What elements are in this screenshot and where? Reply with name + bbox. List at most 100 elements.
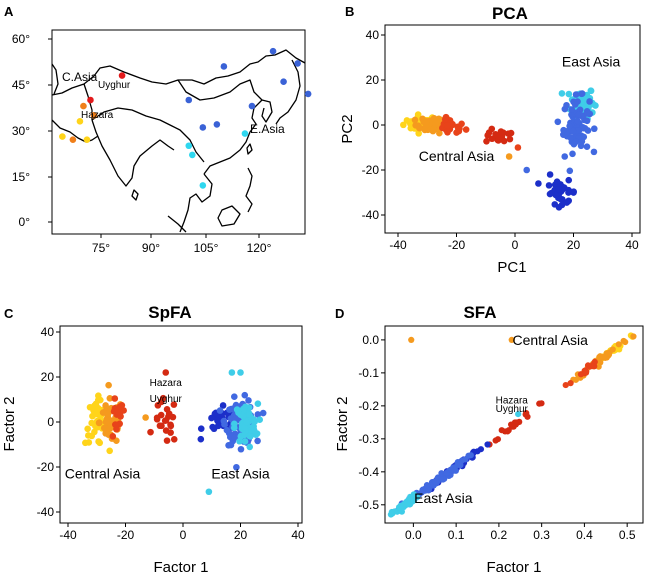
lat-tick: 60°	[12, 32, 30, 46]
data-point	[592, 102, 599, 109]
data-point	[451, 467, 459, 474]
map-area: C.Asia Uyghur Hazara E.Asia	[51, 29, 312, 235]
sample-site-marker	[80, 102, 87, 110]
data-point	[574, 117, 581, 125]
data-point	[462, 126, 470, 133]
data-point	[584, 110, 592, 117]
data-point	[498, 427, 505, 434]
x-tick-label: 0.1	[448, 528, 465, 542]
data-point	[82, 439, 89, 447]
lat-tick: 15°	[12, 170, 30, 184]
data-point	[400, 500, 408, 508]
data-point	[254, 411, 262, 418]
data-point	[565, 189, 572, 196]
sample-site-marker	[118, 72, 126, 79]
coastlines	[51, 49, 306, 233]
data-point	[240, 423, 248, 431]
data-point	[423, 118, 430, 126]
sample-site-marker	[241, 130, 249, 137]
y-axis-label: Factor 2	[334, 396, 351, 451]
data-point	[103, 410, 111, 418]
data-point	[167, 429, 174, 436]
panel-label-b: B	[345, 4, 354, 19]
data-point	[563, 101, 570, 109]
borneo-coast-line	[217, 205, 241, 227]
data-point	[458, 120, 465, 128]
data-point	[388, 508, 395, 516]
plot-frame	[59, 325, 303, 524]
data-point	[106, 447, 113, 455]
data-point	[236, 437, 243, 445]
data-point	[243, 418, 250, 426]
lat-tick: 0°	[19, 215, 31, 229]
data-point	[411, 116, 419, 124]
data-point	[259, 409, 267, 417]
annotation-hazara: Hazara	[150, 378, 183, 389]
data-point	[220, 417, 228, 425]
annotation-east-asia: East Asia	[211, 465, 270, 481]
china-coast-line	[203, 99, 263, 175]
y-tick-label: -0.1	[358, 366, 379, 380]
y-tick-label: 40	[366, 28, 380, 42]
sample-site-marker	[294, 60, 301, 67]
data-point	[506, 135, 514, 143]
data-point	[246, 432, 253, 440]
data-point	[553, 178, 561, 185]
data-point	[113, 437, 120, 445]
data-point	[575, 111, 583, 118]
data-point	[492, 437, 499, 444]
srilanka-coast-line	[131, 189, 139, 201]
data-point	[485, 129, 493, 136]
map-label-hazara: Hazara	[81, 110, 114, 121]
y-tick-label: -0.3	[358, 432, 379, 446]
axis-ticks: -40 -20 0 20 40 -40 -20 0 20 40	[37, 325, 305, 542]
data-point	[536, 400, 543, 407]
x-tick-label: 0.0	[405, 528, 422, 542]
data-point	[416, 124, 423, 132]
data-point	[418, 489, 425, 496]
lat-tick: 45°	[12, 78, 30, 92]
x-tick-label: -20	[117, 528, 135, 542]
panel-d: D SFA 0.0 0.1 0.2 0.3 0.4 0.5 0.0 -0.1 -0.2 -0.3 -…	[334, 303, 644, 576]
plot-frame	[384, 24, 641, 234]
data-point	[408, 336, 415, 343]
axis-ticks: -40 -20 0 20 40 -40 -20 0 20 40	[362, 28, 639, 252]
data-point	[216, 407, 224, 414]
sample-site-marker	[59, 133, 66, 140]
data-point	[443, 469, 450, 477]
sample-sites	[59, 47, 312, 189]
map-label-casia: C.Asia	[62, 70, 98, 84]
sample-site-marker	[304, 90, 312, 98]
data-point	[441, 116, 449, 123]
x-tick-label: -20	[448, 238, 466, 252]
sample-site-marker	[199, 124, 207, 131]
panel-label-a: A	[4, 4, 14, 19]
map-frame	[51, 29, 306, 235]
map-label-uyghur: Uyghur	[98, 80, 131, 91]
sample-site-marker	[83, 136, 91, 143]
data-point	[162, 369, 170, 376]
panel-label-d: D	[335, 306, 344, 321]
x-axis-label: Factor 1	[153, 559, 208, 576]
lon-tick: 105°	[194, 241, 219, 255]
x-tick-label: 20	[234, 528, 248, 542]
map-label-easia: E.Asia	[250, 122, 285, 136]
annotation-east-asia: East Asia	[414, 490, 473, 506]
data-point	[510, 423, 517, 430]
indochina-coast-line	[179, 173, 213, 233]
data-point	[583, 117, 591, 125]
data-point	[566, 167, 574, 175]
data-point	[245, 397, 252, 404]
data-point	[251, 418, 258, 425]
data-point	[102, 418, 110, 426]
data-point	[197, 435, 205, 443]
data-point	[209, 423, 216, 431]
data-point	[561, 153, 569, 160]
data-point	[484, 441, 491, 448]
data-point	[142, 414, 149, 421]
plot-frame	[384, 325, 644, 524]
data-point	[562, 381, 569, 389]
data-point	[84, 425, 91, 433]
data-point	[147, 428, 154, 436]
